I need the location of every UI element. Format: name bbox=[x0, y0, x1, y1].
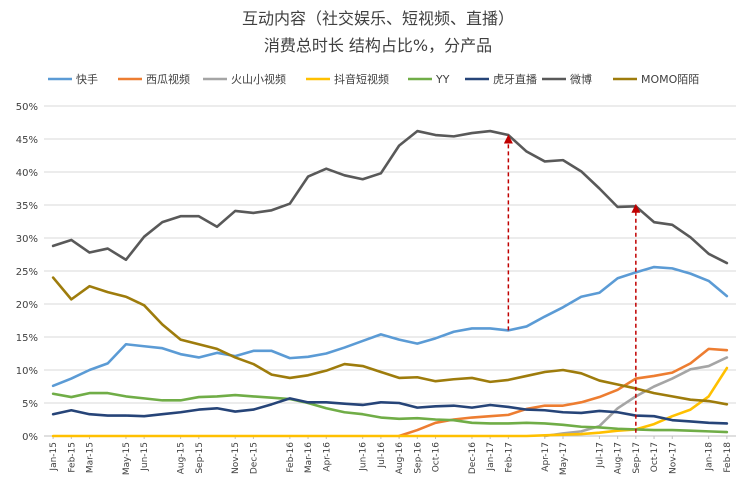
x-tick-label: Apr-17 bbox=[541, 442, 551, 472]
legend-label: 西瓜视频 bbox=[146, 72, 190, 86]
x-tick-label: Jun-15 bbox=[140, 442, 150, 472]
series-line-momo bbox=[51, 276, 729, 406]
chart-subtitle: 消费总时长 结构占比%，分产品 bbox=[264, 36, 492, 55]
x-tick-label: Sep-15 bbox=[195, 442, 205, 474]
x-tick-label: Sep-17 bbox=[632, 442, 642, 474]
x-tick-label: Jul-17 bbox=[595, 442, 605, 469]
legend: 快手 西瓜视频 火山小视频 抖音短视频 YY 虎牙直播 微博 MOMO陌陌 bbox=[48, 72, 699, 86]
legend-label: 微博 bbox=[570, 72, 592, 86]
y-tick-label: 5% bbox=[22, 399, 38, 410]
x-tick-label: Jan-17 bbox=[486, 442, 496, 472]
legend-label: 火山小视频 bbox=[231, 72, 286, 86]
y-tick-label: 35% bbox=[16, 201, 38, 212]
x-tick-label: Jan-18 bbox=[705, 442, 715, 472]
x-axis: Jan-15 Feb-15 Mar-15 May-15 Jun-15 Aug-15 Sep-… bbox=[49, 436, 733, 475]
x-tick-label: Dec-16 bbox=[468, 442, 478, 474]
y-tick-label: 30% bbox=[16, 234, 38, 245]
x-tick-label: Oct-16 bbox=[432, 442, 442, 473]
legend-label: MOMO陌陌 bbox=[641, 73, 699, 86]
x-tick-label: Aug-15 bbox=[177, 442, 187, 474]
x-tick-label: Dec-15 bbox=[249, 442, 259, 474]
chart-title: 互动内容（社交娱乐、短视频、直播） bbox=[242, 9, 514, 28]
x-tick-label: May-15 bbox=[122, 442, 132, 475]
x-tick-label: Feb-15 bbox=[67, 442, 77, 473]
series-line-cn-0 bbox=[51, 265, 729, 388]
y-tick-label: 15% bbox=[16, 333, 38, 344]
x-tick-label: Jun-16 bbox=[359, 442, 369, 472]
x-tick-label: Nov-15 bbox=[231, 442, 241, 474]
legend-label: 虎牙直播 bbox=[493, 72, 537, 86]
x-tick-label: Feb-16 bbox=[286, 442, 296, 473]
y-tick-label: 10% bbox=[16, 366, 38, 377]
x-tick-label: Nov-17 bbox=[668, 442, 678, 474]
legend-label: 抖音短视频 bbox=[334, 72, 389, 86]
x-tick-label: Feb-17 bbox=[504, 442, 514, 473]
y-tick-label: 40% bbox=[16, 168, 38, 179]
legend-label: 快手 bbox=[76, 72, 98, 86]
annotations bbox=[503, 134, 641, 433]
series-lines bbox=[51, 129, 729, 438]
series-line-cn-6 bbox=[51, 129, 729, 265]
y-tick-label: 20% bbox=[16, 300, 38, 311]
x-tick-label: Oct-17 bbox=[650, 442, 660, 472]
x-tick-label: Jul-16 bbox=[377, 442, 387, 469]
y-tick-label: 0% bbox=[22, 432, 38, 443]
x-tick-label: Feb-18 bbox=[723, 442, 733, 473]
x-tick-label: May-17 bbox=[559, 442, 569, 475]
y-axis: 0% 5% 10% 15% 20% 25% 30% 35% 40% 45% 50% bbox=[16, 102, 38, 443]
y-tick-label: 50% bbox=[16, 102, 38, 113]
y-tick-label: 25% bbox=[16, 267, 38, 278]
x-tick-label: Jan-15 bbox=[49, 442, 59, 472]
x-tick-label: Aug-17 bbox=[614, 442, 624, 474]
gridlines bbox=[44, 105, 736, 437]
x-tick-label: Aug-16 bbox=[395, 442, 405, 475]
series-line-yy bbox=[51, 391, 729, 434]
series-line-cn-3 bbox=[51, 366, 729, 438]
y-tick-label: 45% bbox=[16, 135, 38, 146]
series-line-cn-1 bbox=[397, 347, 729, 438]
x-tick-label: Mar-15 bbox=[86, 442, 96, 473]
x-tick-label: Apr-16 bbox=[322, 442, 332, 472]
legend-label: YY bbox=[435, 73, 450, 86]
series-line-cn-5 bbox=[51, 397, 729, 425]
x-tick-label: Sep-16 bbox=[413, 442, 423, 474]
x-tick-label: Mar-16 bbox=[304, 442, 314, 473]
